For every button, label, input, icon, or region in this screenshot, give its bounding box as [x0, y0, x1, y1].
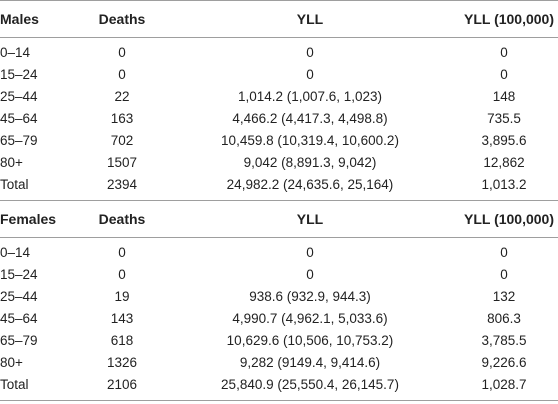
deaths-cell: 0 — [118, 245, 126, 260]
age-cell: 15–24 — [0, 67, 38, 82]
yll-header: YLL — [296, 211, 324, 227]
deaths-cell: 702 — [110, 133, 134, 148]
rate-cell: 12,862 — [483, 155, 525, 170]
age-cell: 80+ — [0, 355, 23, 370]
deaths-cell: 143 — [110, 311, 134, 326]
yll-cell: 4,990.7 (4,962.1, 5,033.6) — [232, 311, 388, 326]
rate-cell: 3,785.5 — [481, 333, 527, 348]
yll-cell: 10,459.8 (10,319.4, 10,600.2) — [221, 133, 399, 148]
yll-cell: 24,982.2 (24,635.6, 25,164) — [226, 177, 394, 192]
table-row: 0–14 0 0 0 — [0, 242, 558, 264]
table-row: 45–64 143 4,990.7 (4,962.1, 5,033.6) 806… — [0, 308, 558, 330]
yll-cell: 25,840.9 (25,550.4, 26,145.7) — [221, 377, 399, 392]
age-cell: 45–64 — [0, 311, 38, 326]
section-rule — [0, 200, 558, 201]
yll-cell: 0 — [306, 267, 314, 282]
rate-cell: 0 — [500, 245, 508, 260]
age-cell: 80+ — [0, 155, 23, 170]
males-label: Males — [0, 11, 39, 27]
deaths-cell: 618 — [110, 333, 134, 348]
table-row: 80+ 1326 9,282 (9149.4, 9,414.6) 9,226.6 — [0, 352, 558, 374]
deaths-cell: 0 — [118, 67, 126, 82]
table-row: 65–79 702 10,459.8 (10,319.4, 10,600.2) … — [0, 130, 558, 152]
age-cell: Total — [0, 177, 29, 192]
age-cell: 0–14 — [0, 45, 31, 60]
males-header-row: Males Deaths YLL YLL (100,000) — [0, 8, 558, 30]
table-row: 80+ 1507 9,042 (8,891.3, 9,042) 12,862 — [0, 152, 558, 174]
females-header-row: Females Deaths YLL YLL (100,000) — [0, 208, 558, 230]
age-cell: 25–44 — [0, 89, 38, 104]
age-cell: 25–44 — [0, 289, 38, 304]
table-row-total: Total 2394 24,982.2 (24,635.6, 25,164) 1… — [0, 174, 558, 196]
deaths-header: Deaths — [98, 211, 146, 227]
table-row: 65–79 618 10,629.6 (10,506, 10,753.2) 3,… — [0, 330, 558, 352]
rate-cell: 0 — [500, 67, 508, 82]
yll-header: YLL — [296, 11, 324, 27]
deaths-cell: 2394 — [106, 177, 138, 192]
rate-cell: 1,028.7 — [481, 377, 527, 392]
deaths-cell: 0 — [118, 45, 126, 60]
deaths-cell: 163 — [110, 111, 134, 126]
age-cell: 65–79 — [0, 333, 38, 348]
age-cell: Total — [0, 377, 29, 392]
rate-cell: 0 — [500, 267, 508, 282]
rate-cell: 1,013.2 — [481, 177, 527, 192]
females-label: Females — [0, 211, 57, 227]
deaths-cell: 1326 — [106, 355, 138, 370]
deaths-cell: 2106 — [106, 377, 138, 392]
yll-cell: 0 — [306, 245, 314, 260]
yll-cell: 0 — [306, 45, 314, 60]
top-rule — [0, 0, 558, 1]
deaths-cell: 22 — [114, 89, 130, 104]
table-row: 15–24 0 0 0 — [0, 64, 558, 86]
age-cell: 65–79 — [0, 133, 38, 148]
rate-cell: 9,226.6 — [481, 355, 527, 370]
rate-cell: 0 — [500, 45, 508, 60]
rate-cell: 148 — [492, 89, 516, 104]
females-header-rule — [0, 237, 558, 238]
yll-cell: 1,014.2 (1,007.6, 1,023) — [237, 89, 383, 104]
rate-cell: 3,895.6 — [481, 133, 527, 148]
rate-cell: 735.5 — [487, 111, 521, 126]
deaths-cell: 0 — [118, 267, 126, 282]
rate-cell: 806.3 — [487, 311, 521, 326]
table-row: 45–64 163 4,466.2 (4,417.3, 4,498.8) 735… — [0, 108, 558, 130]
yll-rate-header: YLL (100,000) — [463, 11, 554, 27]
deaths-cell: 1507 — [106, 155, 138, 170]
table-row-total: Total 2106 25,840.9 (25,550.4, 26,145.7)… — [0, 374, 558, 396]
age-cell: 0–14 — [0, 245, 31, 260]
yll-cell: 9,042 (8,891.3, 9,042) — [243, 155, 377, 170]
yll-cell: 10,629.6 (10,506, 10,753.2) — [226, 333, 394, 348]
yll-rate-header: YLL (100,000) — [463, 211, 554, 227]
yll-cell: 0 — [306, 67, 314, 82]
table-row: 25–44 22 1,014.2 (1,007.6, 1,023) 148 — [0, 86, 558, 108]
deaths-cell: 19 — [114, 289, 130, 304]
yll-cell: 9,282 (9149.4, 9,414.6) — [239, 355, 381, 370]
yll-cell: 938.6 (932.9, 944.3) — [249, 289, 371, 304]
age-cell: 45–64 — [0, 111, 38, 126]
males-header-rule — [0, 37, 558, 38]
deaths-header: Deaths — [98, 11, 146, 27]
table-row: 15–24 0 0 0 — [0, 264, 558, 286]
yll-cell: 4,466.2 (4,417.3, 4,498.8) — [232, 111, 388, 126]
table-row: 0–14 0 0 0 — [0, 42, 558, 64]
rate-cell: 132 — [492, 289, 516, 304]
table-row: 25–44 19 938.6 (932.9, 944.3) 132 — [0, 286, 558, 308]
bottom-rule — [0, 400, 558, 401]
age-cell: 15–24 — [0, 267, 38, 282]
